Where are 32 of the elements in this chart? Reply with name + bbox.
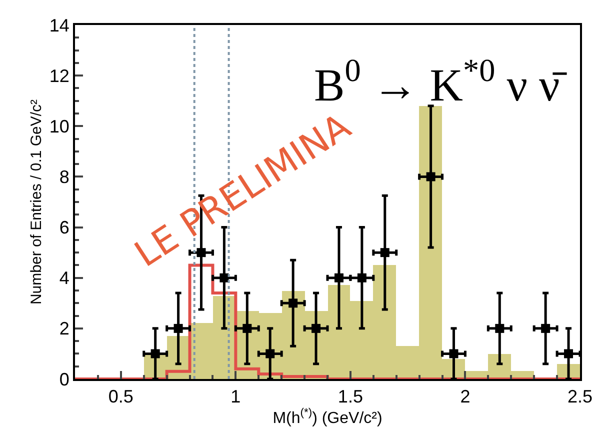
- point: [541, 324, 550, 333]
- point: [196, 248, 206, 258]
- point: [266, 349, 275, 358]
- y-axis-title: Number of Entries / 0.1 GeV/c²: [28, 99, 46, 305]
- y-tick-label: 6: [59, 218, 70, 238]
- point: [312, 324, 321, 333]
- y-tick-label: 12: [49, 66, 70, 86]
- x-axis-title: M(h$^{(*)}$) (GeV/c²): [272, 407, 382, 427]
- point: [564, 349, 574, 358]
- point: [449, 349, 458, 358]
- y-tick-label: 4: [59, 268, 70, 288]
- x-tick-label: 2.5: [567, 386, 593, 407]
- point: [334, 273, 344, 282]
- y-tick-label: 10: [49, 116, 70, 136]
- x-tick-label: 1: [230, 386, 241, 407]
- y-tick-label: 0: [59, 369, 70, 390]
- x-tick-label: 1.5: [338, 386, 363, 407]
- point: [220, 273, 229, 282]
- point: [357, 273, 366, 282]
- point: [150, 349, 160, 358]
- point: [288, 298, 298, 308]
- x-tick-label: 2: [460, 386, 470, 407]
- y-tick-label: 8: [59, 167, 70, 188]
- y-tick-label: 14: [49, 15, 70, 36]
- y-tick-label: 2: [59, 318, 70, 339]
- point: [242, 324, 252, 333]
- point: [380, 248, 390, 258]
- point: [174, 324, 183, 333]
- annotation: B$^{0}$ → K$^{*0}$ ν ν̄: [314, 52, 568, 110]
- x-tick-label: 0.5: [108, 386, 134, 407]
- point: [426, 172, 436, 182]
- point: [495, 324, 504, 333]
